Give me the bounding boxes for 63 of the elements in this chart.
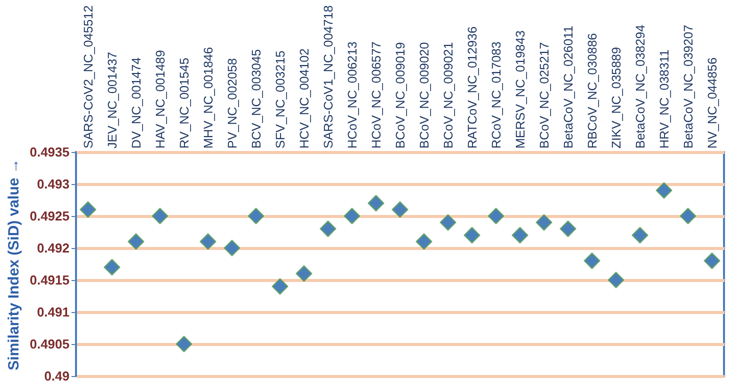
point (296, 265, 312, 282)
x-tick-label: HRV_NC_038311 (658, 50, 672, 148)
point (224, 240, 240, 256)
x-tick-label: ZIKV_NC_035889 (610, 47, 624, 148)
y-tick-label: 0.493 (36, 176, 70, 192)
point (152, 208, 168, 224)
y-tick-label: 0.49 (44, 368, 70, 381)
point (368, 195, 384, 212)
x-tick-label: MERSV_NC_019843 (514, 30, 528, 148)
x-tick-label: BCoV_NC_025217 (538, 42, 552, 148)
x-tick-label: JEV_NC_001437 (106, 52, 120, 148)
point (104, 259, 120, 276)
x-tick-label: BCoV_NC_009021 (442, 42, 456, 148)
point (560, 220, 576, 237)
x-tick-label: RCoV_NC_017083 (490, 41, 504, 148)
x-tick-label: BCV_NC_003045 (250, 49, 264, 148)
y-tick-label: 0.492 (36, 240, 70, 256)
y-tick-label: 0.491 (36, 304, 70, 320)
x-tick-label: BetaCoV_NC_039207 (682, 24, 696, 148)
x-tick-label: DV_NC_001474 (130, 57, 144, 148)
x-tick-label: SARS-CoV1_NC_004718 (322, 5, 336, 148)
point (632, 227, 648, 244)
x-tick-label: HCV_NC_004102 (298, 48, 312, 148)
x-tick-label: BetaCoV_NC_026011 (562, 26, 576, 148)
point (464, 227, 480, 244)
y-axis-title: Similarity Index (SiD) value → (6, 158, 23, 370)
x-tick-label: NV_NC_044856 (706, 57, 720, 148)
point (488, 208, 504, 224)
point (656, 182, 672, 199)
y-tick-label: 0.4925 (30, 208, 70, 224)
point (392, 201, 408, 218)
x-tick-label: BCoV_NC_009020 (418, 42, 432, 148)
y-tick-label: 0.4915 (30, 272, 70, 288)
point (440, 214, 456, 231)
x-tick-label: SFV_NC_003215 (274, 50, 288, 148)
point (128, 233, 144, 250)
point (416, 233, 432, 250)
x-tick-label: HAV_NC_001489 (154, 50, 168, 148)
x-tick-label: PV_NC_002058 (226, 58, 240, 148)
point (320, 220, 336, 237)
point (200, 233, 216, 250)
x-tick-label: HCoV_NC_006213 (346, 41, 360, 148)
point (584, 252, 600, 269)
point (272, 278, 288, 295)
y-tick-label: 0.4905 (30, 336, 70, 352)
point (704, 252, 720, 269)
point (608, 272, 624, 288)
point (680, 208, 696, 224)
point (512, 227, 528, 244)
point (80, 201, 96, 218)
x-tick-label: RATCoV_NC_012936 (466, 26, 480, 148)
x-tick-label: SARS-CoV2_NC_045512 (82, 5, 96, 148)
x-tick-label: BetaCoV_NC_038294 (634, 24, 648, 148)
point (176, 336, 192, 352)
x-tick-label: MHV_NC_001846 (202, 47, 216, 148)
y-tick-label: 0.4935 (30, 144, 70, 160)
point (344, 208, 360, 224)
x-tick-label: BCoV_NC_009019 (394, 42, 408, 148)
point (248, 208, 264, 224)
x-tick-label: RBCoV_NC_030886 (586, 33, 600, 148)
x-tick-label: RV_NC_001545 (178, 58, 192, 148)
x-tick-label: HCoV_NC_006577 (370, 41, 384, 148)
point (536, 214, 552, 231)
